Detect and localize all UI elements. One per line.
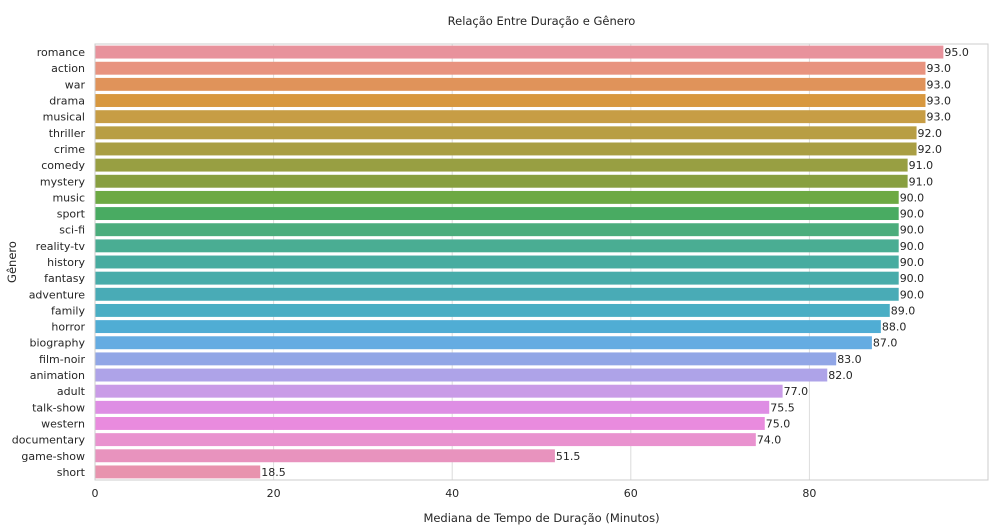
bar <box>95 465 261 479</box>
data-label: 18.5 <box>261 466 286 479</box>
data-label: 93.0 <box>926 95 951 108</box>
data-label: 87.0 <box>873 337 898 350</box>
bar <box>95 45 944 59</box>
bar <box>95 271 899 285</box>
data-label: 93.0 <box>926 111 951 124</box>
y-tick-label: talk-show <box>32 401 85 414</box>
bar <box>95 239 899 253</box>
data-label: 93.0 <box>926 78 951 91</box>
data-label: 51.5 <box>556 450 581 463</box>
y-tick-label: biography <box>30 337 86 350</box>
data-label: 90.0 <box>900 224 925 237</box>
bar <box>95 94 926 107</box>
y-tick-label: adventure <box>29 288 86 301</box>
bar <box>95 303 890 317</box>
y-tick-label: musical <box>43 111 85 124</box>
bar <box>95 320 881 334</box>
y-tick-label: thriller <box>49 127 86 140</box>
data-label: 90.0 <box>900 272 925 285</box>
data-label: 90.0 <box>900 191 925 204</box>
data-label: 82.0 <box>828 369 853 382</box>
y-tick-label: mystery <box>40 175 86 188</box>
data-label: 92.0 <box>918 143 943 156</box>
bar <box>95 110 926 124</box>
y-tick-label: documentary <box>12 434 86 447</box>
bar <box>95 142 917 156</box>
y-tick-label: game-show <box>21 450 85 463</box>
y-tick-label: romance <box>37 46 85 59</box>
y-tick-label: comedy <box>41 159 85 172</box>
x-axis-label: Mediana de Tempo de Duração (Minutos) <box>423 511 660 525</box>
y-tick-label: sport <box>57 208 86 221</box>
data-label: 77.0 <box>784 385 809 398</box>
chart-title: Relação Entre Duração e Gênero <box>447 14 636 28</box>
bar <box>95 368 828 382</box>
data-label: 93.0 <box>926 62 951 75</box>
bar <box>95 449 555 463</box>
bar <box>95 158 908 172</box>
y-axis-label: Gênero <box>5 241 19 283</box>
data-label: 90.0 <box>900 240 925 253</box>
y-tick-label: history <box>47 256 85 269</box>
y-tick-label: crime <box>54 143 85 156</box>
y-tick-label: animation <box>30 369 85 382</box>
y-tick-label: war <box>65 78 86 91</box>
bar <box>95 223 899 237</box>
x-tick-label: 40 <box>445 487 459 500</box>
bar <box>95 384 783 398</box>
bar <box>95 61 926 75</box>
bar <box>95 352 837 366</box>
y-tick-label: film-noir <box>39 353 85 366</box>
bar <box>95 417 765 430</box>
y-tick-label: action <box>51 62 85 75</box>
bar <box>95 287 899 301</box>
y-tick-label: horror <box>51 321 85 334</box>
data-label: 91.0 <box>909 175 934 188</box>
data-label: 91.0 <box>909 159 934 172</box>
data-label: 75.0 <box>766 417 791 430</box>
y-tick-label: fantasy <box>44 272 85 285</box>
y-tick-label: reality-tv <box>36 240 86 253</box>
y-tick-label: family <box>51 304 85 317</box>
y-tick-label: short <box>57 466 86 479</box>
x-tick-label: 60 <box>624 487 638 500</box>
y-tick-label: music <box>52 191 85 204</box>
y-tick-label: drama <box>49 95 85 108</box>
data-label: 88.0 <box>882 321 907 334</box>
bar <box>95 400 770 414</box>
data-label: 90.0 <box>900 288 925 301</box>
plot-frame <box>94 43 989 481</box>
bar <box>95 207 899 221</box>
data-label: 89.0 <box>891 304 916 317</box>
y-tick-label: adult <box>57 385 86 398</box>
bar <box>95 77 926 91</box>
data-label: 92.0 <box>918 127 943 140</box>
data-label: 75.5 <box>770 401 795 414</box>
bar <box>95 174 908 188</box>
x-tick-label: 0 <box>92 487 99 500</box>
bar <box>95 190 899 204</box>
bar <box>95 336 872 350</box>
y-tick-label: sci-fi <box>59 224 85 237</box>
data-label: 90.0 <box>900 256 925 269</box>
x-tick-label: 20 <box>267 487 281 500</box>
data-label: 74.0 <box>757 434 782 447</box>
y-tick-label: western <box>41 417 85 430</box>
data-label: 95.0 <box>944 46 969 59</box>
bar <box>95 126 917 140</box>
x-tick-label: 80 <box>802 487 816 500</box>
data-label: 90.0 <box>900 208 925 221</box>
data-label: 83.0 <box>837 353 862 366</box>
bar <box>95 433 756 447</box>
bar <box>95 255 899 269</box>
